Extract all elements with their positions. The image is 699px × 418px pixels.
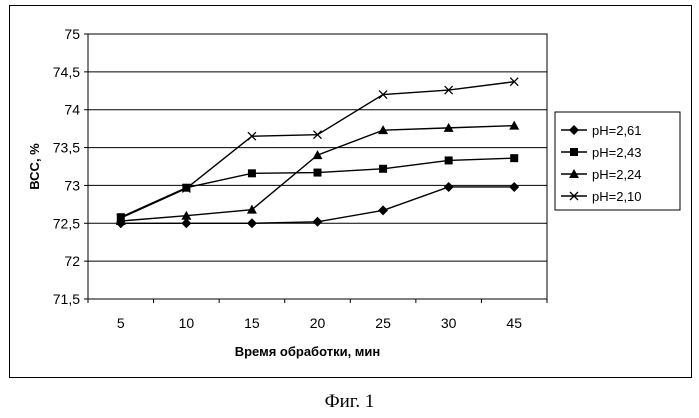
plot-area	[88, 34, 547, 299]
y-tick-label: 74	[64, 102, 80, 118]
y-tick-label: 71,5	[53, 291, 80, 307]
x-tick-label: 30	[441, 315, 457, 331]
y-tick-label: 72	[64, 253, 80, 269]
data-point-series-2	[248, 169, 256, 177]
line-chart: 71,5 72 72,5 73 73,5 74 74,5 75 5 10 15 20 25 30 45 Вре…	[0, 0, 699, 390]
y-tick-label: 75	[64, 26, 80, 42]
y-tick-label: 74,5	[53, 64, 80, 80]
x-tick-label: 20	[310, 315, 326, 331]
y-tick-label: 73	[64, 177, 80, 193]
x-tick-label: 5	[117, 315, 125, 331]
legend-label: pH=2,43	[592, 145, 642, 160]
data-point-series-2	[510, 154, 518, 162]
x-tick-label: 25	[375, 315, 391, 331]
x-tick-label: 15	[244, 315, 260, 331]
legend-marker-2	[570, 148, 578, 156]
y-tick-label: 72,5	[53, 215, 80, 231]
data-point-series-2	[445, 156, 453, 164]
y-axis-title: ВСС, %	[27, 143, 42, 190]
legend-label: pH=2,10	[592, 189, 642, 204]
x-tick-label: 45	[506, 315, 522, 331]
data-point-series-2	[379, 165, 387, 173]
figure-caption: Фиг. 1	[0, 391, 699, 413]
y-tick-label: 73,5	[53, 140, 80, 156]
x-axis-title: Время обработки, мин	[235, 344, 381, 359]
legend-label: pH=2,61	[592, 123, 642, 138]
data-point-series-2	[314, 169, 322, 177]
x-tick-label: 10	[179, 315, 195, 331]
legend-label: pH=2,24	[592, 167, 642, 182]
